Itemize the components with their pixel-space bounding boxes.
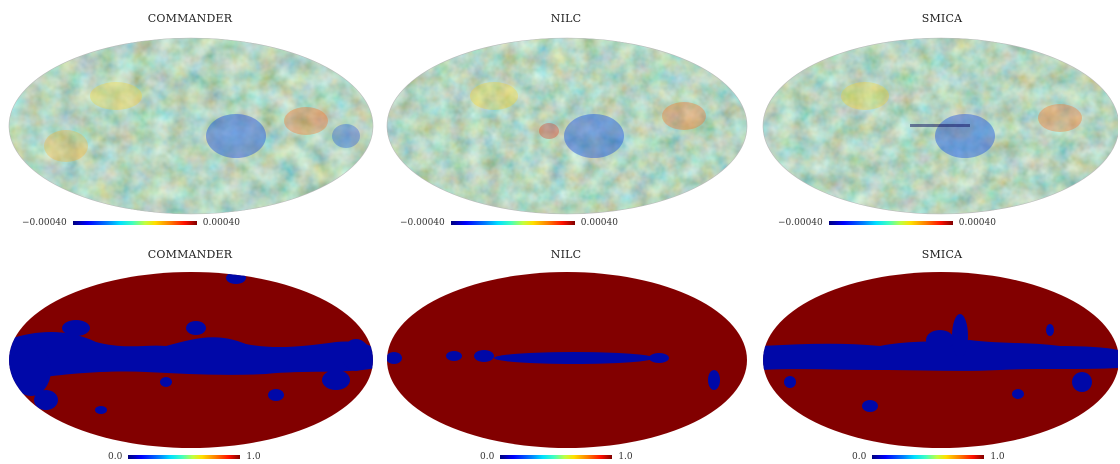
colorbar: −0.00040 0.00040	[22, 218, 240, 228]
colorbar-min-label: −0.00040	[400, 218, 445, 228]
colorbar-max-label: 0.00040	[202, 218, 240, 228]
map-title: NILC	[550, 12, 582, 25]
colorbar-min-label: −0.00040	[22, 218, 67, 228]
colorbar: 0.0 1.0	[108, 452, 261, 462]
cmb-temperature-map	[762, 37, 1118, 215]
map-title: SMICA	[921, 12, 963, 25]
colorbar-gradient	[72, 221, 197, 225]
colorbar-min-label: 0.0	[852, 452, 867, 462]
colorbar-min-label: 0.0	[480, 452, 495, 462]
colorbar-max-label: 0.00040	[580, 218, 618, 228]
colorbar-gradient	[450, 221, 575, 225]
mask-map	[387, 272, 747, 448]
cmb-temperature-map	[386, 37, 748, 215]
colorbar-min-label: −0.00040	[778, 218, 823, 228]
colorbar-gradient	[872, 455, 985, 459]
colorbar: 0.0 1.0	[480, 452, 633, 462]
colorbar-min-label: 0.0	[108, 452, 123, 462]
map-title: SMICA	[921, 248, 963, 261]
colorbar: 0.0 1.0	[852, 452, 1005, 462]
map-title: NILC	[550, 248, 582, 261]
map-title: COMMANDER	[147, 12, 233, 25]
map-title: COMMANDER	[147, 248, 233, 261]
colorbar-max-label: 1.0	[990, 452, 1005, 462]
colorbar: −0.00040 0.00040	[778, 218, 996, 228]
colorbar-max-label: 0.00040	[958, 218, 996, 228]
cmb-temperature-map	[8, 37, 374, 215]
mask-map	[9, 272, 373, 448]
colorbar-gradient	[828, 221, 953, 225]
colorbar-max-label: 1.0	[618, 452, 633, 462]
colorbar-max-label: 1.0	[246, 452, 261, 462]
colorbar-gradient	[500, 455, 613, 459]
colorbar-gradient	[128, 455, 241, 459]
colorbar: −0.00040 0.00040	[400, 218, 618, 228]
mask-map	[763, 272, 1118, 448]
